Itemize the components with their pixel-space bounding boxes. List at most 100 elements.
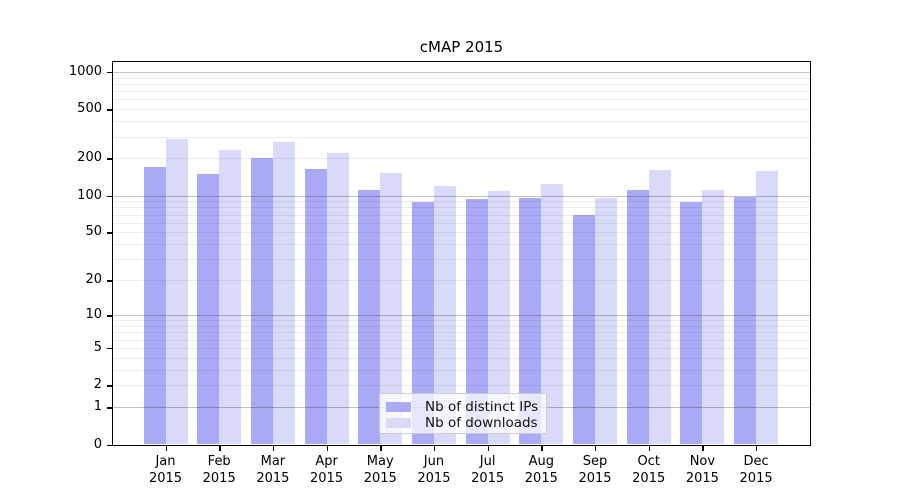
y-axis-tick-label: 20	[85, 272, 102, 288]
y-axis-tick	[107, 385, 113, 387]
y-axis-tick	[107, 407, 113, 409]
x-axis-tick-label: May 2015	[363, 453, 397, 486]
legend-swatch-downloads	[386, 418, 411, 428]
bar-distinct-ips	[519, 198, 542, 445]
gridline-minor	[113, 201, 810, 203]
gridline-minor	[113, 91, 810, 93]
x-axis-tick	[272, 444, 275, 451]
gridline-minor	[113, 207, 810, 209]
bar-distinct-ips	[250, 158, 273, 445]
y-axis-tick	[107, 444, 113, 446]
x-axis-tick-label: Feb 2015	[202, 453, 236, 486]
bar-distinct-ips	[197, 173, 220, 445]
gridline-minor	[113, 332, 810, 334]
legend-item-distinct-ips: Nb of distinct IPs	[386, 399, 539, 415]
y-axis-tick-label: 10	[85, 307, 102, 323]
x-axis-tick	[380, 444, 382, 451]
bar-downloads	[326, 152, 349, 445]
bar-distinct-ips	[358, 190, 381, 445]
y-axis-tick	[107, 280, 113, 282]
x-axis-tick	[541, 444, 543, 451]
bar-distinct-ips	[465, 199, 488, 445]
x-axis-tick-label: Mar 2015	[256, 453, 290, 486]
gridline-minor	[113, 99, 810, 101]
gridline-minor	[113, 77, 810, 79]
x-axis-tick-label: Dec 2015	[739, 453, 773, 486]
x-axis-tick-label: Apr 2015	[310, 453, 344, 486]
legend-label-distinct-ips: Nb of distinct IPs	[425, 399, 539, 415]
y-axis-tick-label: 50	[85, 224, 102, 240]
y-axis-tick	[107, 315, 113, 317]
legend: Nb of distinct IPs Nb of downloads	[379, 393, 547, 434]
bar-downloads	[272, 141, 295, 445]
bar-downloads	[165, 138, 188, 445]
bar-distinct-ips	[734, 196, 757, 445]
chart-title: cMAP 2015	[419, 38, 504, 56]
x-axis-tick-label: Jul 2015	[471, 453, 505, 486]
gridline-minor	[113, 259, 810, 261]
bar-downloads	[487, 191, 510, 445]
bar-downloads	[433, 185, 456, 445]
bar-downloads	[702, 189, 725, 445]
y-axis-tick-label: 1	[93, 399, 102, 415]
y-axis-tick-label: 200	[77, 150, 102, 166]
x-axis-tick-label: Jun 2015	[417, 453, 451, 486]
legend-swatch-distinct-ips	[386, 402, 411, 412]
gridline-minor	[113, 222, 810, 224]
y-axis-tick	[107, 347, 113, 350]
bar-downloads	[380, 172, 403, 445]
x-axis-tick-label: Sep 2015	[578, 453, 612, 486]
x-axis-tick	[219, 444, 221, 451]
gridline-minor	[113, 339, 810, 341]
gridline-minor	[113, 369, 810, 371]
gridline-major	[113, 71, 810, 73]
bar-distinct-ips	[304, 168, 327, 445]
bar-distinct-ips	[680, 201, 703, 445]
x-axis-tick	[165, 444, 167, 451]
x-axis-tick	[702, 444, 704, 451]
x-axis-tick-label: Oct 2015	[632, 453, 666, 486]
y-axis-tick-label: 1000	[68, 63, 102, 79]
gridline-major	[113, 315, 810, 317]
gridline-minor	[113, 109, 810, 111]
y-axis-tick-label: 500	[77, 101, 102, 117]
x-axis-tick-label: Jan 2015	[148, 453, 183, 486]
x-axis-tick	[433, 444, 436, 451]
y-axis-tick	[107, 232, 113, 234]
gridline-minor	[113, 320, 810, 322]
x-axis-tick-label: Aug 2015	[524, 453, 558, 486]
bar-downloads	[648, 170, 671, 445]
y-axis-tick-label: 100	[77, 187, 102, 203]
x-axis-tick	[595, 444, 597, 451]
bar-downloads	[595, 198, 618, 445]
bar-distinct-ips	[573, 214, 596, 445]
gridline-minor	[113, 214, 810, 216]
gridline-major	[113, 195, 810, 197]
gridline-minor	[113, 347, 810, 349]
gridline-minor	[113, 357, 810, 359]
y-axis-tick	[107, 71, 113, 74]
x-axis-tick	[326, 444, 328, 451]
gridline-minor	[113, 385, 810, 387]
y-axis-tick-label: 0	[93, 436, 102, 452]
bar-distinct-ips	[411, 202, 434, 445]
gridline-minor	[113, 158, 810, 160]
gridline-minor	[113, 325, 810, 327]
gridline-minor	[113, 232, 810, 234]
y-axis-tick	[107, 109, 113, 111]
bar-distinct-ips	[143, 166, 166, 445]
x-axis-tick	[756, 444, 758, 451]
x-axis-tick-label: Nov 2015	[685, 453, 719, 486]
bar-downloads	[541, 183, 564, 445]
legend-item-downloads: Nb of downloads	[386, 415, 538, 431]
gridline-minor	[113, 121, 810, 123]
gridline-minor	[113, 136, 810, 138]
x-axis-tick	[487, 444, 490, 451]
y-axis-tick	[107, 158, 113, 160]
bar-downloads	[756, 171, 779, 445]
y-axis-tick	[107, 195, 113, 197]
gridline-minor	[113, 244, 810, 246]
y-axis-tick-label: 2	[93, 377, 102, 393]
bar-distinct-ips	[626, 190, 649, 445]
